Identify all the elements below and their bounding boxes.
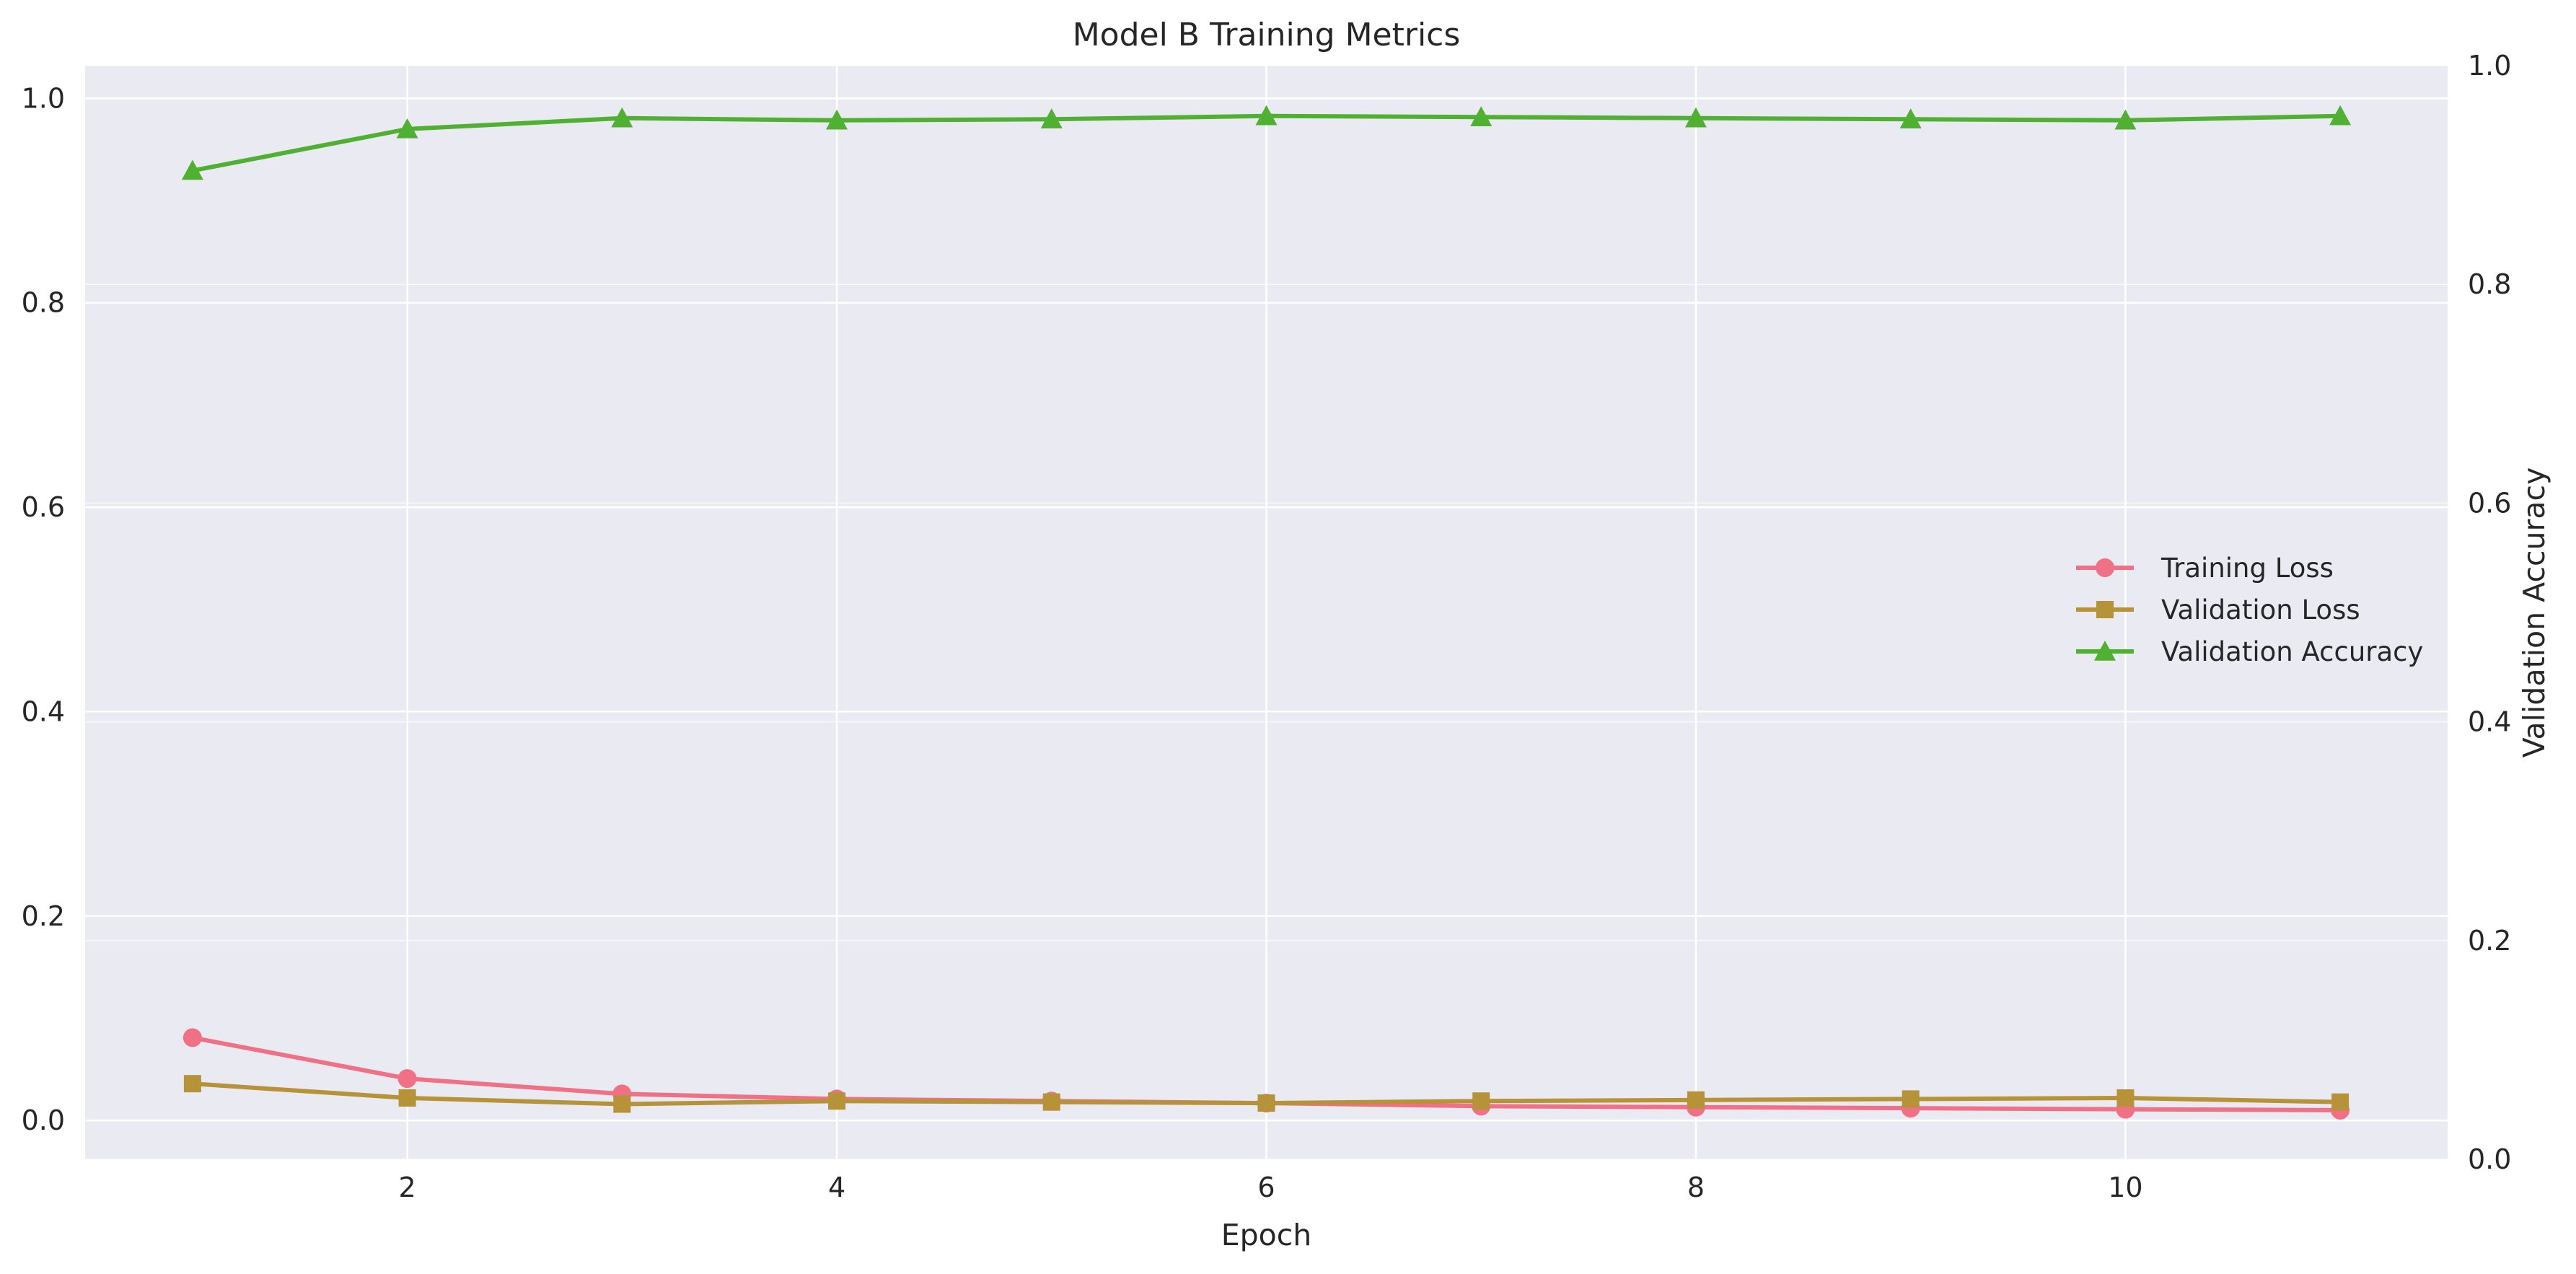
validation-accuracy-series <box>181 105 2352 180</box>
x-tick-label: 8 <box>1687 1172 1705 1203</box>
validation-accuracy-point <box>2114 109 2137 130</box>
validation-loss-point <box>1257 1094 1275 1112</box>
y-right-tick-label: 0.4 <box>2468 706 2511 738</box>
legend-item-validation-accuracy: Validation Accuracy <box>2076 636 2423 667</box>
legend-label: Training Loss <box>2160 553 2334 584</box>
validation-loss-series <box>183 1075 2349 1113</box>
legend-label: Validation Accuracy <box>2161 636 2423 667</box>
y-right-tick-label: 0.8 <box>2468 268 2511 300</box>
validation-accuracy-point <box>2329 105 2352 126</box>
validation-accuracy-point <box>611 107 633 128</box>
x-tick-label: 6 <box>1257 1172 1275 1203</box>
tick-labels: 2 4 6 8 10 0.0 0.2 0.4 0.6 0.8 1.0 0.0 0.2 0.4 0.6 0.8 1… <box>22 50 2512 1203</box>
validation-loss-point <box>1042 1093 1060 1111</box>
validation-accuracy-point <box>396 118 418 139</box>
y-tick-label: 0.4 <box>22 695 65 727</box>
legend-label: Validation Loss <box>2161 594 2360 625</box>
legend-swatch-marker <box>2096 601 2114 618</box>
legend-item-validation-loss: Validation Loss <box>2076 594 2360 625</box>
y-right-tick-label: 0.6 <box>2468 487 2511 519</box>
legend-item-training-loss: Training Loss <box>2076 553 2334 584</box>
validation-accuracy-point <box>1684 107 1707 128</box>
validation-loss-point <box>1472 1092 1490 1110</box>
right-axis-title: Validation Accuracy <box>2517 467 2551 758</box>
validation-loss-point <box>2116 1089 2135 1107</box>
x-tick-label: 10 <box>2108 1172 2142 1203</box>
y-tick-label: 0.6 <box>22 491 65 523</box>
validation-accuracy-point <box>181 159 203 180</box>
y-right-tick-label: 1.0 <box>2468 50 2511 82</box>
series-layer <box>181 105 2352 1120</box>
legend-swatch-marker <box>2096 558 2114 577</box>
validation-loss-point <box>2331 1093 2349 1111</box>
x-tick-label: 4 <box>828 1172 845 1203</box>
grid-lines <box>85 65 2448 1160</box>
chart-title: Model B Training Metrics <box>1073 17 1461 53</box>
y-tick-label: 0.0 <box>22 1104 65 1136</box>
validation-loss-point <box>828 1092 846 1110</box>
training-loss-point <box>397 1069 417 1089</box>
validation-accuracy-point <box>1255 105 1278 126</box>
y-tick-label: 1.0 <box>22 82 65 114</box>
x-axis-title: Epoch <box>1221 1218 1312 1252</box>
y-right-tick-label: 0.2 <box>2468 925 2511 957</box>
validation-loss-point <box>398 1089 416 1107</box>
validation-loss-point <box>1902 1090 1920 1108</box>
validation-loss-point <box>613 1095 631 1113</box>
y-tick-label: 0.8 <box>22 287 65 319</box>
training-loss-point <box>183 1028 202 1047</box>
y-tick-label: 0.2 <box>22 900 65 932</box>
legend-swatch-marker <box>2094 641 2116 661</box>
validation-accuracy-point <box>1899 108 1922 129</box>
validation-loss-point <box>1687 1091 1705 1109</box>
validation-loss-point <box>183 1075 201 1093</box>
legend: Training Loss Validation Loss Validation A… <box>2076 553 2423 667</box>
validation-accuracy-point <box>826 109 848 130</box>
validation-accuracy-point <box>1040 108 1063 129</box>
validation-accuracy-point <box>1470 106 1493 127</box>
y-right-tick-label: 0.0 <box>2468 1143 2511 1175</box>
x-tick-label: 2 <box>398 1172 416 1203</box>
